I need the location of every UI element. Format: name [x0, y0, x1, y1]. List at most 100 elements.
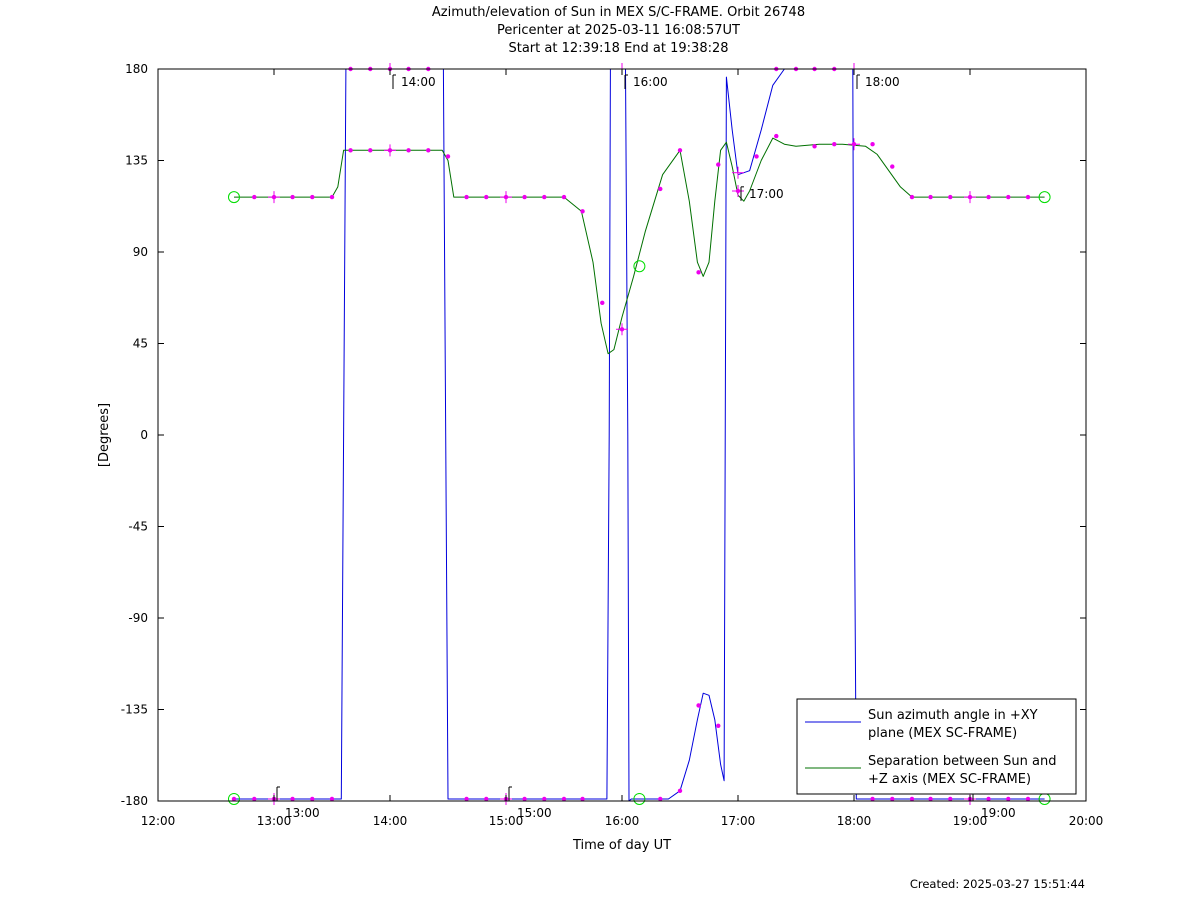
data-marker — [677, 788, 683, 794]
data-marker — [290, 194, 295, 200]
hour-annotation-label: 14:00 — [401, 75, 436, 89]
data-marker — [754, 154, 759, 159]
data-marker — [426, 148, 431, 153]
y-tick-label: -45 — [128, 520, 148, 534]
data-marker — [329, 796, 335, 802]
data-marker — [696, 703, 701, 708]
data-marker — [1025, 796, 1031, 802]
data-marker — [231, 796, 237, 802]
x-tick-label: 20:00 — [1069, 814, 1104, 828]
data-marker — [542, 194, 547, 200]
data-marker — [542, 796, 547, 802]
data-marker — [696, 270, 701, 275]
data-marker — [368, 148, 373, 153]
endpoint-circle — [227, 792, 240, 805]
data-marker — [522, 194, 527, 200]
hour-annotation-label: 19:00 — [981, 806, 1016, 820]
x-tick-label: 15:00 — [489, 814, 524, 828]
hour-annotation-label: 15:00 — [517, 806, 552, 820]
data-marker — [909, 194, 915, 200]
hour-annotation-layer: 13:00 14:00 15:00 16:00 17:00 18:00 19:00 — [276, 74, 1016, 820]
data-marker — [252, 194, 257, 200]
data-marker — [310, 796, 315, 802]
data-marker — [290, 796, 295, 802]
y-tick-label: -180 — [121, 794, 148, 808]
marker-layer — [227, 63, 1051, 805]
data-marker — [870, 796, 875, 802]
x-tick-label: 16:00 — [605, 814, 640, 828]
endpoint-circle — [633, 260, 646, 273]
data-marker — [445, 154, 451, 159]
data-marker — [464, 796, 469, 802]
data-marker — [252, 796, 257, 802]
legend-label: +Z axis (MEX SC-FRAME) — [868, 772, 1031, 787]
data-marker — [406, 148, 411, 153]
x-tick-label: 14:00 — [373, 814, 408, 828]
chart-subtitle-pericenter: Pericenter at 2025-03-11 16:08:57UT — [496, 23, 740, 38]
y-axis-label: [Degrees] — [97, 403, 112, 467]
data-marker — [484, 194, 489, 200]
data-marker — [774, 133, 779, 139]
x-tick-label: 17:00 — [721, 814, 756, 828]
data-marker — [909, 796, 915, 802]
y-tick-label: 135 — [125, 154, 148, 168]
endpoint-circle — [1038, 191, 1051, 204]
created-timestamp: Created: 2025-03-27 15:51:44 — [909, 877, 1085, 891]
data-marker — [348, 148, 353, 153]
data-marker — [1006, 194, 1011, 200]
data-marker — [832, 142, 837, 147]
data-marker — [1006, 796, 1011, 802]
data-marker — [986, 796, 991, 802]
data-marker — [870, 142, 875, 147]
y-tick-label: 0 — [140, 428, 148, 442]
data-marker — [812, 144, 817, 149]
y-tick-label: 90 — [133, 245, 148, 259]
data-marker — [986, 194, 991, 200]
data-marker — [522, 796, 527, 802]
data-marker — [658, 796, 663, 802]
x-tick-label: 18:00 — [837, 814, 872, 828]
data-marker — [948, 194, 953, 200]
data-marker — [484, 796, 489, 802]
data-marker — [600, 300, 605, 306]
x-tick-label: 12:00 — [141, 814, 176, 828]
data-marker — [948, 796, 953, 802]
legend: Sun azimuth angle in +XY plane (MEX SC-FR… — [796, 698, 1077, 795]
chart-title: Azimuth/elevation of Sun in MEX S/C-FRAM… — [431, 5, 806, 20]
separation-series-line — [234, 137, 1045, 355]
legend-label: plane (MEX SC-FRAME) — [868, 726, 1017, 741]
y-tick-label: 45 — [133, 337, 148, 351]
data-marker — [928, 796, 933, 802]
data-marker — [928, 194, 933, 200]
hour-annotation-label: 16:00 — [633, 75, 668, 89]
y-tick-label: -135 — [121, 703, 148, 717]
y-tick-label: -90 — [128, 611, 148, 625]
data-marker — [890, 164, 895, 169]
data-marker — [716, 162, 721, 167]
legend-box — [796, 698, 1077, 795]
y-tick-label: 180 — [125, 62, 148, 76]
plot-frame — [157, 68, 1087, 802]
hour-annotation-label: 18:00 — [865, 75, 900, 89]
hour-annotation-label: 17:00 — [749, 187, 784, 201]
endpoint-circle — [633, 792, 646, 805]
x-tick-label: 13:00 — [257, 814, 292, 828]
data-marker — [677, 148, 683, 153]
data-marker — [561, 194, 567, 200]
axis-layer: 12:00 13:00 14:00 15:00 16:00 17:00 18:00 19:00… — [121, 62, 1104, 828]
data-marker — [310, 194, 315, 200]
x-axis-label: Time of day UT — [572, 838, 671, 853]
data-marker — [329, 194, 335, 200]
endpoint-circle — [227, 191, 240, 204]
azimuth-series-line — [234, 68, 1045, 802]
data-marker — [1025, 194, 1031, 200]
data-marker — [658, 186, 663, 192]
data-marker — [580, 209, 585, 214]
legend-label: Separation between Sun and — [868, 754, 1056, 769]
data-marker — [464, 194, 469, 200]
data-marker — [561, 796, 567, 802]
chart-subtitle-time-range: Start at 12:39:18 End at 19:38:28 — [508, 41, 729, 56]
hour-annotation-label: 13:00 — [285, 806, 320, 820]
data-marker — [580, 796, 585, 802]
